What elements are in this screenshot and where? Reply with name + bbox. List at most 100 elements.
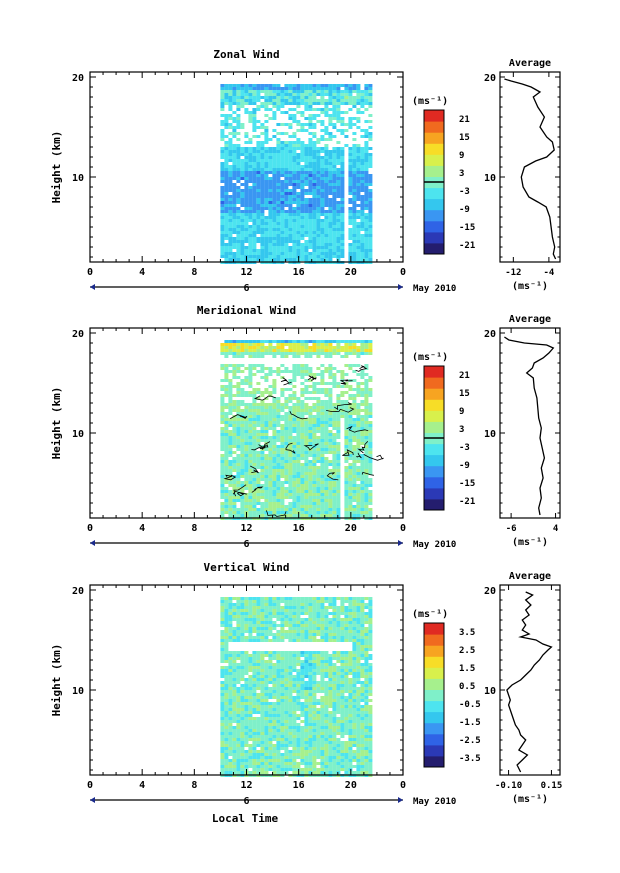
heatmap-cell bbox=[352, 436, 357, 439]
heatmap-cell bbox=[236, 216, 241, 219]
heatmap-cell bbox=[352, 463, 357, 466]
heatmap-cell bbox=[356, 409, 361, 412]
heatmap-cell bbox=[276, 505, 281, 508]
heatmap-cell bbox=[288, 213, 293, 216]
heatmap-cell bbox=[240, 126, 245, 129]
heatmap-cell bbox=[224, 150, 229, 153]
heatmap-cell bbox=[276, 105, 281, 108]
heatmap-cell bbox=[224, 699, 229, 702]
heatmap-cell bbox=[300, 99, 305, 102]
heatmap-cell bbox=[240, 243, 245, 246]
heatmap-cell bbox=[272, 105, 277, 108]
heatmap-cell bbox=[360, 135, 365, 138]
heatmap-cell bbox=[260, 603, 265, 606]
heatmap-cell bbox=[244, 639, 249, 642]
heatmap-cell bbox=[360, 418, 365, 421]
heatmap-cell bbox=[296, 442, 301, 445]
heatmap-cell bbox=[328, 132, 333, 135]
heatmap-cell bbox=[312, 487, 317, 490]
heatmap-cell bbox=[336, 385, 341, 388]
heatmap-cell bbox=[228, 636, 233, 639]
colorbar-segment bbox=[424, 388, 444, 400]
heatmap-cell bbox=[276, 156, 281, 159]
heatmap-cell bbox=[344, 352, 349, 355]
heatmap-cell bbox=[260, 183, 265, 186]
heatmap-cell bbox=[320, 129, 325, 132]
heatmap-cell bbox=[328, 430, 333, 433]
heatmap-cell bbox=[328, 355, 333, 358]
heatmap-cell bbox=[248, 415, 253, 418]
heatmap-cell bbox=[232, 496, 237, 499]
heatmap-cell bbox=[276, 159, 281, 162]
heatmap-cell bbox=[240, 189, 245, 192]
heatmap-cell bbox=[308, 493, 313, 496]
heatmap-cell bbox=[256, 741, 261, 744]
contour-line bbox=[307, 375, 317, 381]
heatmap-cell bbox=[228, 174, 233, 177]
heatmap-cell bbox=[252, 475, 257, 478]
heatmap-cell bbox=[228, 108, 233, 111]
heatmap-cell bbox=[300, 415, 305, 418]
heatmap-cell bbox=[288, 352, 293, 355]
heatmap-cell bbox=[316, 460, 321, 463]
heatmap-cell bbox=[308, 255, 313, 258]
heatmap-cell bbox=[320, 496, 325, 499]
heatmap-cell bbox=[252, 111, 257, 114]
heatmap-cell bbox=[260, 636, 265, 639]
heatmap-cell bbox=[236, 430, 241, 433]
heatmap-cell bbox=[308, 379, 313, 382]
heatmap-cell bbox=[324, 388, 329, 391]
heatmap-cell bbox=[368, 126, 373, 129]
heatmap-cell bbox=[268, 463, 273, 466]
heatmap-cell bbox=[272, 771, 277, 774]
heatmap-cell bbox=[308, 406, 313, 409]
heatmap-cell bbox=[332, 255, 337, 258]
heatmap-cell bbox=[300, 201, 305, 204]
heatmap-cell bbox=[332, 349, 337, 352]
heatmap-cell bbox=[300, 412, 305, 415]
heatmap-cell bbox=[292, 222, 297, 225]
heatmap-cell bbox=[252, 693, 257, 696]
heatmap-cell bbox=[308, 150, 313, 153]
heatmap-cell bbox=[252, 159, 257, 162]
heatmap-cell bbox=[304, 439, 309, 442]
heatmap-cell bbox=[244, 496, 249, 499]
heatmap-cell bbox=[328, 421, 333, 424]
heatmap-cell bbox=[244, 753, 249, 756]
heatmap-cell bbox=[324, 219, 329, 222]
heatmap-cell bbox=[332, 165, 337, 168]
heatmap-cell bbox=[276, 672, 281, 675]
heatmap-cell bbox=[260, 346, 265, 349]
heatmap-cell bbox=[308, 445, 313, 448]
heatmap-cell bbox=[244, 436, 249, 439]
contour-line bbox=[346, 425, 369, 433]
heatmap-cell bbox=[248, 406, 253, 409]
heatmap-cell bbox=[292, 162, 297, 165]
heatmap-cell bbox=[368, 213, 373, 216]
profile-y-tick-label: 10 bbox=[484, 429, 496, 440]
heatmap-cell bbox=[288, 388, 293, 391]
heatmap-cell bbox=[220, 445, 225, 448]
heatmap-cell bbox=[248, 373, 253, 376]
heatmap-cell bbox=[324, 159, 329, 162]
heatmap-cell bbox=[292, 144, 297, 147]
heatmap-cell bbox=[360, 105, 365, 108]
heatmap-cell bbox=[248, 747, 253, 750]
heatmap-cell bbox=[224, 615, 229, 618]
heatmap-cell bbox=[316, 424, 321, 427]
heatmap-cell bbox=[300, 490, 305, 493]
heatmap-cell bbox=[304, 343, 309, 346]
heatmap-cell bbox=[240, 421, 245, 424]
heatmap-cell bbox=[220, 475, 225, 478]
heatmap-cell bbox=[364, 234, 369, 237]
heatmap-cell bbox=[264, 478, 269, 481]
heatmap-cell bbox=[236, 448, 241, 451]
heatmap-cell bbox=[280, 606, 285, 609]
heatmap-cell bbox=[228, 696, 233, 699]
heatmap-cell bbox=[296, 484, 301, 487]
heatmap-cell bbox=[256, 511, 261, 514]
heatmap-cell bbox=[260, 343, 265, 346]
heatmap-cell bbox=[348, 168, 353, 171]
heatmap-cell bbox=[340, 204, 345, 207]
